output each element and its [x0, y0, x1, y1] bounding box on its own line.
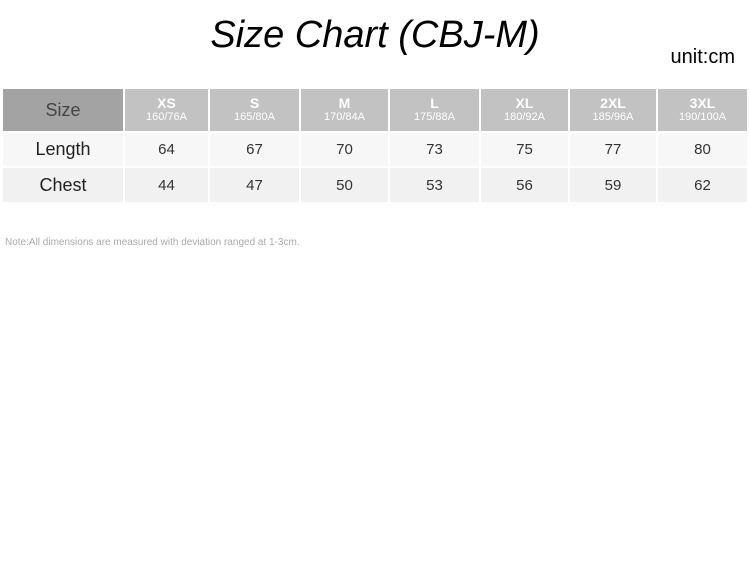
table-cell: 56 [481, 168, 568, 202]
page-title: Size Chart (CBJ-M) [210, 14, 540, 56]
header-m: M 170/84A [301, 89, 388, 131]
table-cell: 50 [301, 168, 388, 202]
height-label: 185/96A [592, 111, 634, 123]
table-cell: 67 [210, 133, 299, 166]
size-table: Size XS 160/76A S 165/80A M 170/84A L 175/88A XL… [3, 89, 747, 202]
table-cell: 77 [570, 133, 656, 166]
height-label: 170/84A [324, 111, 365, 123]
header-3xl: 3XL 190/100A [658, 89, 747, 131]
header-l: L 175/88A [390, 89, 479, 131]
height-label: 165/80A [234, 111, 275, 123]
header-xs: XS 160/76A [125, 89, 208, 131]
header-xl: XL 180/92A [481, 89, 568, 131]
table-cell: 80 [658, 133, 747, 166]
note: Note:All dimensions are measured with de… [5, 237, 300, 248]
table-cell: 44 [125, 168, 208, 202]
size-label: L [430, 95, 439, 111]
row-label-length: Length [3, 133, 123, 166]
table-cell: 47 [210, 168, 299, 202]
table-cell: 53 [390, 168, 479, 202]
size-label: XL [515, 95, 534, 111]
size-label: S [249, 95, 260, 111]
size-label: 3XL [689, 95, 716, 111]
table-cell: 70 [301, 133, 388, 166]
height-label: 160/76A [146, 111, 187, 123]
size-label: XS [157, 95, 176, 111]
table-cell: 62 [658, 168, 747, 202]
height-label: 175/88A [414, 111, 455, 123]
unit-label: unit:cm [670, 46, 735, 68]
size-label: 2XL [600, 95, 626, 111]
height-label: 180/92A [504, 111, 545, 123]
table-cell: 64 [125, 133, 208, 166]
height-label: 190/100A [678, 111, 727, 123]
size-label: M [338, 95, 351, 111]
row-label-chest: Chest [3, 168, 123, 202]
table-cell: 73 [390, 133, 479, 166]
header-2xl: 2XL 185/96A [570, 89, 656, 131]
header-s: S 165/80A [210, 89, 299, 131]
table-cell: 75 [481, 133, 568, 166]
table-cell: 59 [570, 168, 656, 202]
header-size: Size [3, 89, 123, 131]
